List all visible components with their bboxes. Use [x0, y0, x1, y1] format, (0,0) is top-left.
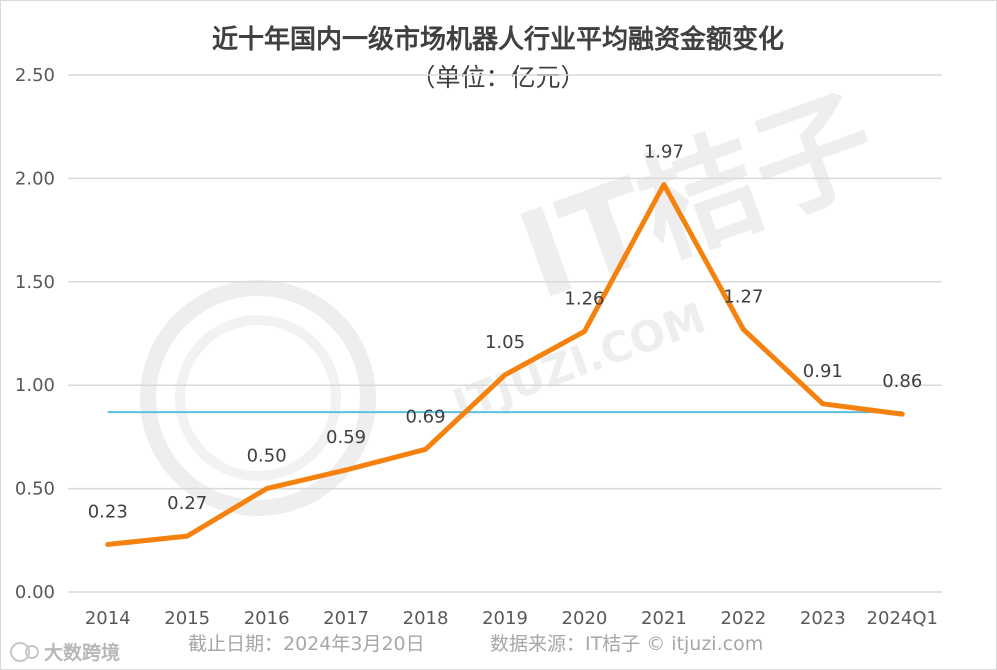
x-tick-label: 2016: [244, 608, 290, 629]
corner-brand: 大数跨境: [10, 641, 120, 664]
corner-brand-icon-dot: [25, 645, 39, 659]
y-axis-ticks: 0.00 0.50 1.00 1.50 2.00 2.50: [15, 65, 55, 603]
x-tick-label: 2015: [164, 608, 210, 629]
y-tick-label: 1.00: [15, 375, 55, 396]
y-tick-label: 2.50: [15, 65, 55, 86]
corner-brand-text: 大数跨境: [44, 641, 120, 664]
x-tick-label: 2019: [482, 608, 528, 629]
x-tick-label: 2024Q1: [867, 608, 938, 629]
watermark-brand: IT桔子: [502, 71, 894, 327]
x-tick-label: 2023: [800, 608, 846, 629]
data-label: 0.86: [882, 371, 922, 392]
gridlines: [68, 74, 942, 593]
data-label: 0.23: [88, 501, 128, 522]
y-tick-label: 0.50: [15, 479, 55, 500]
watermark: IT桔子 ITJUZI.COM: [140, 71, 894, 516]
data-label: 1.97: [644, 142, 684, 163]
x-tick-label: 2018: [403, 608, 449, 629]
data-label: 0.59: [326, 427, 366, 448]
x-tick-label: 2014: [85, 608, 131, 629]
data-label: 0.50: [247, 446, 287, 467]
data-label: 1.26: [564, 288, 604, 309]
chart-title: 近十年国内一级市场机器人行业平均融资金额变化: [212, 24, 784, 55]
corner-brand-icon: [10, 642, 30, 662]
x-tick-label: 2021: [641, 608, 687, 629]
y-tick-label: 1.50: [15, 272, 55, 293]
chart-subtitle: （单位：亿元）: [410, 63, 585, 92]
series-line: [105, 182, 905, 547]
data-label: 0.69: [406, 406, 446, 427]
x-tick-label: 2022: [720, 608, 766, 629]
footer-source-note: 数据来源：IT桔子 © itjuzi.com: [490, 633, 763, 655]
footer-date-note: 截止日期：2024年3月20日: [188, 633, 425, 655]
watermark-logo-ring: [140, 280, 376, 516]
x-tick-label: 2017: [323, 608, 369, 629]
data-labels: 0.23 0.27 0.50 0.59 0.69 1.05 1.26 1.97 1.27 0.91…: [88, 142, 923, 523]
x-axis-ticks: 2014 2015 2016 2017 2018 2019 2020 2021 2022 2023…: [85, 608, 938, 629]
watermark-logo-inner: [175, 315, 341, 481]
x-tick-label: 2020: [562, 608, 608, 629]
data-label: 1.05: [485, 332, 525, 353]
y-tick-label: 2.00: [15, 168, 55, 189]
data-label: 0.27: [167, 493, 207, 514]
data-label: 0.91: [803, 361, 843, 382]
y-tick-label: 0.00: [15, 582, 55, 603]
data-label: 1.27: [723, 286, 763, 307]
